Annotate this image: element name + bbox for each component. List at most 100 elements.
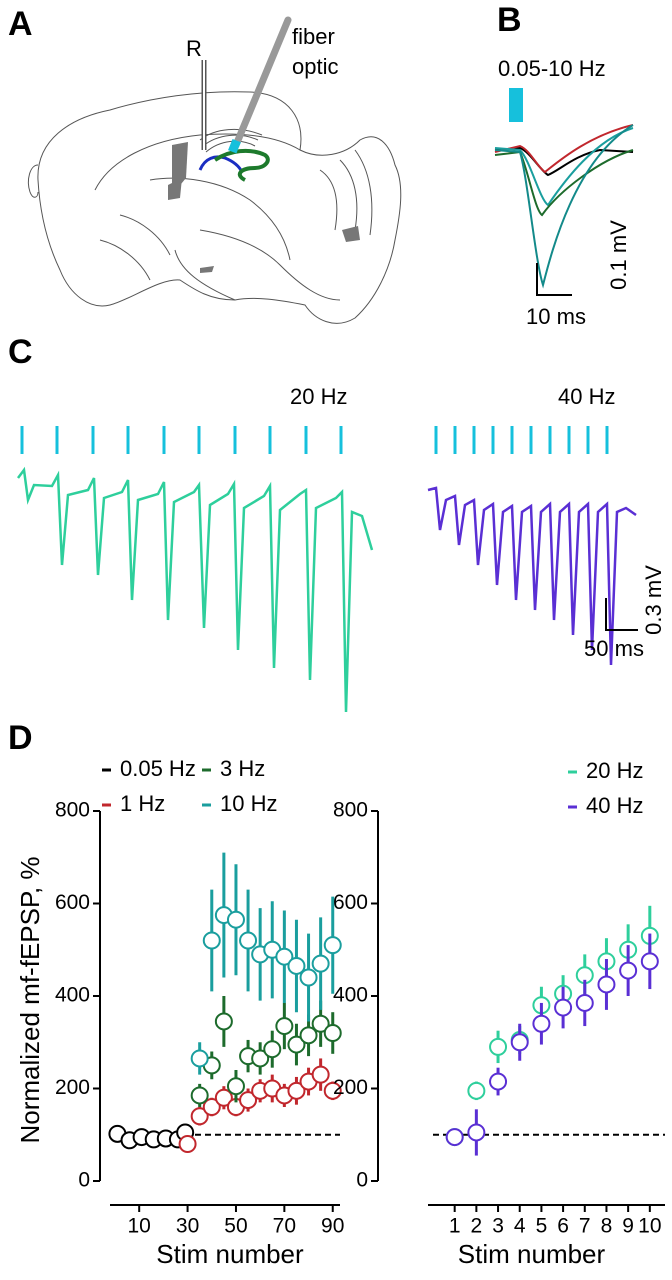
freq-label: 40 Hz [558, 384, 615, 409]
panel-label: A [8, 5, 33, 43]
panel-label: D [8, 719, 33, 757]
data-point [640, 952, 659, 971]
data-point [202, 1098, 221, 1116]
data-point [287, 956, 306, 975]
scale-label: 0.3 mV [641, 565, 666, 635]
ventricle [342, 226, 360, 242]
y-tick-label: 400 [333, 984, 368, 1007]
x-tick-label: 10 [128, 1215, 151, 1238]
data-point [190, 1086, 209, 1105]
panel-label: C [8, 333, 33, 371]
data-point [287, 1035, 306, 1054]
x-tick-label: 70 [273, 1215, 296, 1238]
x-tick-label: 7 [579, 1215, 591, 1238]
data-point [311, 1014, 330, 1033]
scale-label: 0.1 mV [606, 220, 631, 290]
scale-bar [605, 598, 638, 631]
traces-b [494, 124, 634, 289]
data-point [226, 910, 245, 929]
scale-bar [536, 263, 572, 296]
legend-label: 0.05 Hz [120, 756, 196, 781]
light-spot [228, 138, 241, 154]
x-axis-label: Stim number [156, 1239, 304, 1269]
trace-40hz [427, 486, 637, 666]
data-point [202, 931, 221, 950]
data-point [597, 975, 616, 994]
data-point [467, 1123, 486, 1142]
brain-diagram [27, 91, 402, 324]
scale-label: 10 ms [526, 304, 586, 329]
y-tick-label: 800 [333, 799, 368, 822]
x-axis-label: Stim number [458, 1239, 606, 1269]
x-tick-label: 2 [471, 1215, 483, 1238]
data-point [190, 1049, 209, 1068]
stim-label: 0.05-10 Hz [498, 56, 606, 81]
trace-20hz [17, 466, 374, 713]
data-point [323, 1081, 342, 1100]
data-point [263, 1040, 282, 1059]
x-tick-label: 5 [536, 1215, 548, 1238]
stim-ticks [20, 426, 609, 454]
legend-label: 1 Hz [120, 791, 165, 816]
data-point [510, 1033, 529, 1052]
scale-label: 50 ms [584, 636, 644, 661]
y-tick-label: 400 [55, 984, 90, 1007]
data-point [287, 1081, 306, 1100]
mossy-fibers [213, 148, 270, 182]
x-tick-label: 90 [321, 1215, 344, 1238]
data-point [299, 968, 318, 987]
dentate-gyrus [198, 155, 244, 173]
legend-label: 20 Hz [586, 758, 643, 783]
data-point [239, 1091, 258, 1110]
y-tick-label: 200 [55, 1076, 90, 1099]
data-point [226, 1077, 245, 1096]
data-point [299, 1026, 318, 1045]
data-point [275, 1017, 294, 1036]
data-point [489, 1072, 508, 1091]
data-point [239, 931, 258, 950]
x-tick-label: 6 [557, 1215, 569, 1238]
y-tick-label: 0 [78, 1169, 90, 1192]
electrode-label: R [186, 36, 202, 61]
x-tick-label: 1 [449, 1215, 461, 1238]
y-axis-label: Normalized mf-fEPSP, % [15, 856, 45, 1143]
data-point [311, 954, 330, 973]
legend-label: 40 Hz [586, 793, 643, 818]
x-tick-label: 9 [622, 1215, 634, 1238]
x-tick-label: 30 [176, 1215, 199, 1238]
panel-label: B [497, 1, 522, 39]
data-point [575, 993, 594, 1012]
data-point [445, 1128, 464, 1147]
fiber-label: fiber [292, 24, 335, 49]
data-point [489, 1037, 508, 1056]
fiber-label: optic [292, 54, 338, 79]
x-tick-label: 4 [514, 1215, 526, 1238]
legend-label: 3 Hz [220, 756, 265, 781]
x-tick-label: 50 [224, 1215, 247, 1238]
data-point [311, 1065, 330, 1084]
data-point [275, 947, 294, 966]
y-tick-label: 200 [333, 1076, 368, 1099]
freq-label: 20 Hz [290, 384, 347, 409]
y-tick-label: 600 [55, 891, 90, 914]
data-point [214, 1088, 233, 1107]
data-point [619, 961, 638, 980]
data-point [214, 1012, 233, 1031]
data-point [323, 1024, 342, 1042]
stim-bar [509, 88, 523, 122]
data-point [178, 1135, 197, 1153]
y-tick-label: 0 [356, 1169, 368, 1192]
ventricle [168, 178, 182, 200]
ventricle [200, 266, 214, 273]
fiber-optic [232, 16, 292, 149]
x-tick-label: 3 [492, 1215, 504, 1238]
legend-label: 10 Hz [220, 791, 277, 816]
data-point [190, 1107, 209, 1126]
data-point [251, 1049, 270, 1068]
y-tick-label: 600 [333, 891, 368, 914]
data-point [323, 936, 342, 955]
data-point [532, 1014, 551, 1033]
data-point [467, 1081, 486, 1100]
x-tick-label: 8 [601, 1215, 613, 1238]
